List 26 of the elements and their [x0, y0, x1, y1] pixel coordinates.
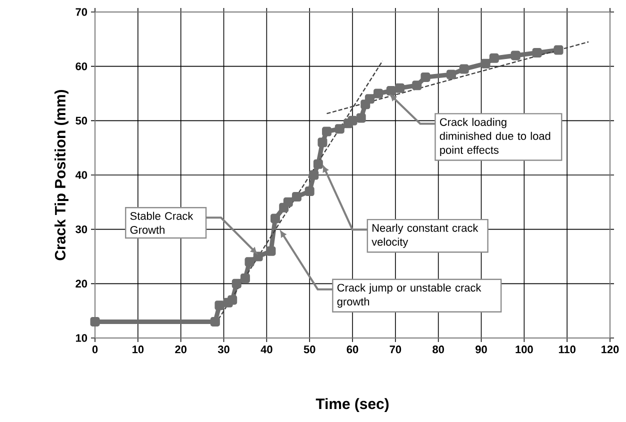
x-tick-label: 100: [516, 346, 533, 354]
y-tick-label: 30: [76, 225, 88, 234]
annotation: Nearly constant crack velocity: [372, 224, 478, 248]
y-tick-label: 60: [76, 62, 88, 70]
y-axis-title: Crack Tip Position (mm): [54, 90, 68, 260]
x-tick-label: 50: [304, 346, 316, 354]
x-tick-label: 120: [602, 346, 619, 354]
x-tick-label: 110: [558, 346, 576, 354]
x-tick-label: 20: [175, 346, 186, 354]
annotation: Crack jump or unstable crack growth: [337, 284, 482, 308]
y-tick-label: 50: [76, 116, 88, 125]
annotation: Crack loading diminished due to load point effects: [440, 118, 550, 156]
x-tick-label: 80: [432, 346, 444, 354]
annotation: Stable Crack Growth: [130, 212, 194, 234]
y-tick-label: 70: [76, 8, 88, 16]
x-tick-label: 90: [476, 346, 487, 354]
y-tick-label: 40: [75, 171, 88, 179]
x-axis-title: Time (sec): [316, 398, 389, 412]
x-tick-label: 70: [390, 346, 402, 354]
x-tick-label: 0: [92, 346, 98, 354]
y-tick-label: 20: [76, 280, 88, 288]
y-tick-label: 10: [76, 334, 88, 342]
x-tick-label: 40: [260, 346, 272, 354]
x-tick-label: 60: [346, 346, 358, 354]
x-tick-label: 10: [132, 346, 144, 354]
x-tick-label: 30: [218, 346, 230, 354]
